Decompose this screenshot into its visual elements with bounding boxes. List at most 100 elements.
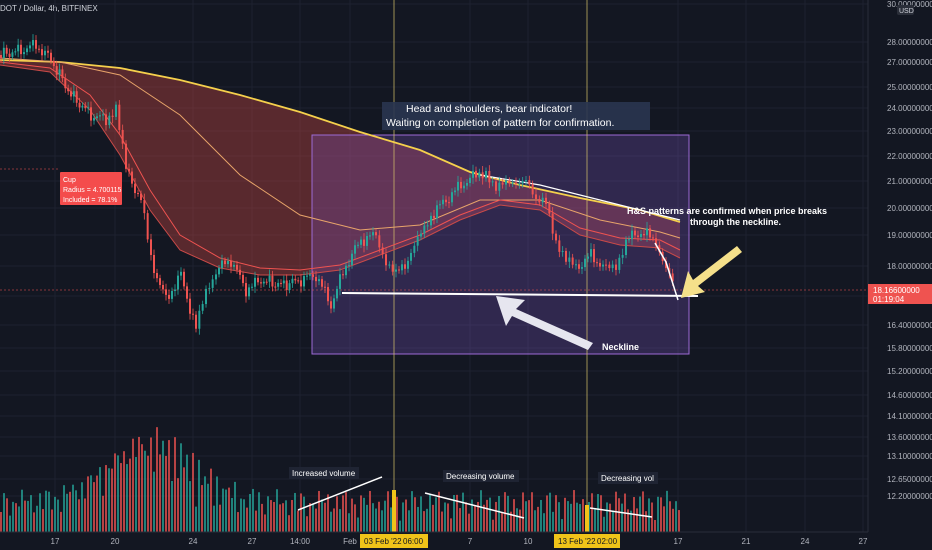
currency-label: USD [899, 8, 914, 15]
volume-bar [0, 512, 2, 532]
volume-bar [63, 485, 65, 532]
candle-body [32, 40, 34, 46]
volume-bar [243, 499, 245, 532]
candle-body [463, 185, 465, 189]
candle-body [38, 48, 40, 50]
candle-body [143, 200, 146, 214]
break-projection [654, 242, 679, 301]
volume-bar [576, 502, 578, 532]
volume-bar [24, 500, 26, 532]
candle-body [568, 257, 571, 262]
volume-bar [294, 492, 296, 532]
price-scale[interactable]: 30.00000000 28.00000000 27.00000000 25.0000… [867, 0, 932, 532]
candle-body [652, 237, 654, 239]
candle-body [451, 192, 453, 203]
candle-body [433, 215, 435, 219]
volume-bar [522, 492, 524, 532]
volume-bar [570, 503, 572, 532]
volume-bar [249, 494, 251, 532]
volume-bar [453, 495, 455, 532]
candle-body [180, 271, 182, 276]
candle-body [410, 252, 412, 261]
candle-body [587, 256, 589, 259]
volume-bar [252, 488, 254, 532]
time-tick-label: 27 [859, 537, 868, 546]
time-tick-label: 20 [111, 537, 120, 546]
volume-bar [93, 482, 95, 532]
candle-body [67, 88, 70, 92]
price-tick-label: 21.00000000 [887, 177, 932, 186]
candle-body [186, 286, 188, 299]
candle-body [297, 280, 300, 282]
volume-bar [342, 495, 344, 532]
volume-bar [489, 497, 491, 532]
currency-badge[interactable] [897, 5, 914, 15]
volume-bar [81, 482, 83, 532]
candle-body [618, 257, 621, 270]
price-tick-label: 15.20000000 [887, 367, 932, 376]
candle-body [395, 269, 397, 272]
volume-bar [285, 500, 287, 532]
volume-bar [351, 498, 353, 532]
volume-bar [3, 493, 5, 532]
candle-body [615, 264, 617, 270]
volume-bar [552, 511, 554, 532]
cup-label-box [60, 172, 122, 205]
candle-body [81, 105, 84, 108]
volume-bar [609, 503, 611, 532]
time-axis[interactable]: 17 20 24 27 14:00 Feb 7 10 17 21 24 27 03 Feb '22 0… [0, 531, 932, 550]
candle-body [236, 264, 238, 270]
candle-body [84, 105, 87, 109]
volume-bar [144, 450, 146, 532]
volume-bar [429, 493, 431, 532]
volume-bar [66, 493, 68, 532]
candle-body [348, 265, 350, 267]
candle-body [189, 298, 191, 314]
volume-bar [642, 491, 644, 532]
volume-bar [192, 452, 194, 532]
candle-body [17, 44, 20, 52]
volume-bar [30, 495, 32, 532]
volume-bar [261, 503, 263, 532]
candle-body [195, 314, 197, 329]
volume-bar [582, 499, 584, 532]
volume-bar [540, 499, 542, 532]
volume-bar [21, 489, 23, 532]
candle-body [655, 238, 657, 246]
volume-bar [153, 471, 155, 532]
time-tick-label: 27 [248, 537, 257, 546]
candle-body [11, 52, 14, 57]
volume-bar [360, 495, 362, 532]
candle-body [649, 228, 651, 238]
price-tick-label: 14.60000000 [887, 391, 932, 400]
volume-bar [174, 437, 176, 532]
price-tick-label: 20.00000000 [887, 204, 932, 213]
candle-body [248, 287, 250, 297]
candle-body [168, 294, 170, 299]
candle-body [366, 235, 368, 246]
vol-decreasing-label: Decreasing volume [446, 472, 515, 481]
candle-body [90, 107, 92, 121]
candle-body [578, 264, 580, 269]
cup-radius: Radius = 4.700115 [63, 187, 122, 194]
candle-body [242, 274, 244, 284]
volume-bar [363, 497, 365, 532]
volume-bar [222, 488, 224, 532]
candle-body [2, 47, 5, 58]
volume-bar [369, 490, 371, 532]
candle-body [605, 264, 607, 266]
candle-body [342, 274, 344, 276]
time-highlight-2-time: 02:00 [597, 537, 618, 546]
candle-body [584, 258, 586, 268]
candle-body [401, 264, 403, 271]
candle-body [140, 193, 142, 201]
volume-bar [225, 489, 227, 532]
time-tick-label: 24 [801, 537, 810, 546]
volume-bar [39, 493, 41, 532]
candle-body [357, 244, 359, 246]
candle-body [508, 180, 511, 184]
volume-bar [354, 504, 356, 532]
candle-body [631, 230, 633, 240]
volume-bar [165, 455, 167, 532]
